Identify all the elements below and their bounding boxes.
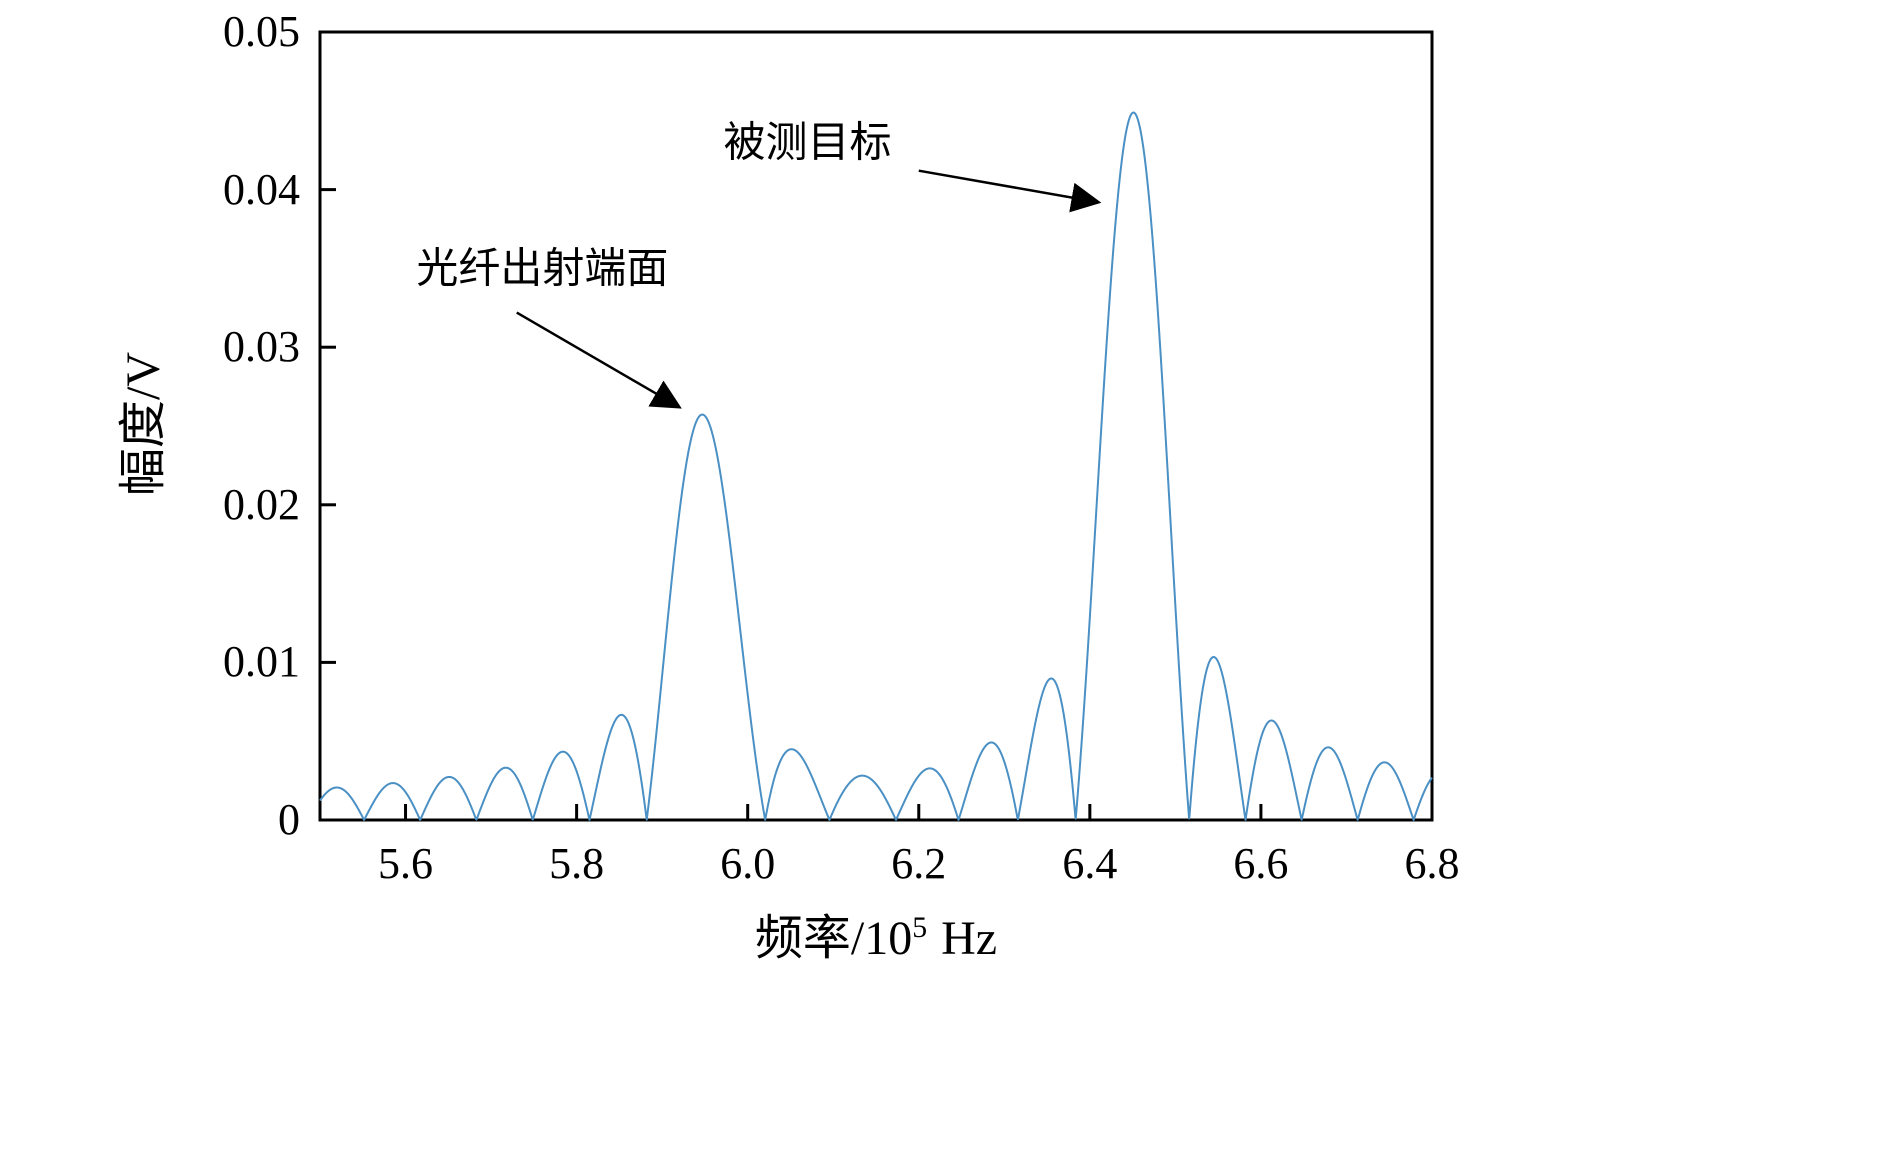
y-tick-label: 0 <box>278 795 300 844</box>
x-tick-label: 6.4 <box>1062 839 1118 888</box>
annotation-arrow <box>516 311 682 409</box>
x-tick-label: 5.6 <box>378 839 434 888</box>
x-axis-label-unit: Hz <box>941 912 998 965</box>
x-tick-label: 6.2 <box>891 839 947 888</box>
axes-box <box>318 30 1434 822</box>
y-tick-label: 0.05 <box>223 7 300 56</box>
x-tick-label: 6.0 <box>720 839 776 888</box>
annotation-label: 被测目标 <box>723 120 892 167</box>
x-axis-label: 频率/105 Hz <box>755 898 997 968</box>
x-tick-label: 6.8 <box>1404 839 1460 888</box>
x-tick-label: 6.6 <box>1233 839 1289 888</box>
annotation-arrow <box>918 169 1102 213</box>
x-tick-label: 5.8 <box>549 839 605 888</box>
annotation-label: 光纤出射端面 <box>416 246 669 293</box>
y-tick-label: 0.03 <box>223 322 300 372</box>
x-axis-label-exponent: 5 <box>912 911 928 944</box>
y-tick-label: 0.02 <box>223 479 300 529</box>
x-axis-label-prefix: 频率/10 <box>754 912 913 965</box>
y-tick-label: 0.01 <box>223 637 300 687</box>
y-tick-label: 0.04 <box>223 164 300 214</box>
spectrum-curve <box>319 111 1433 821</box>
